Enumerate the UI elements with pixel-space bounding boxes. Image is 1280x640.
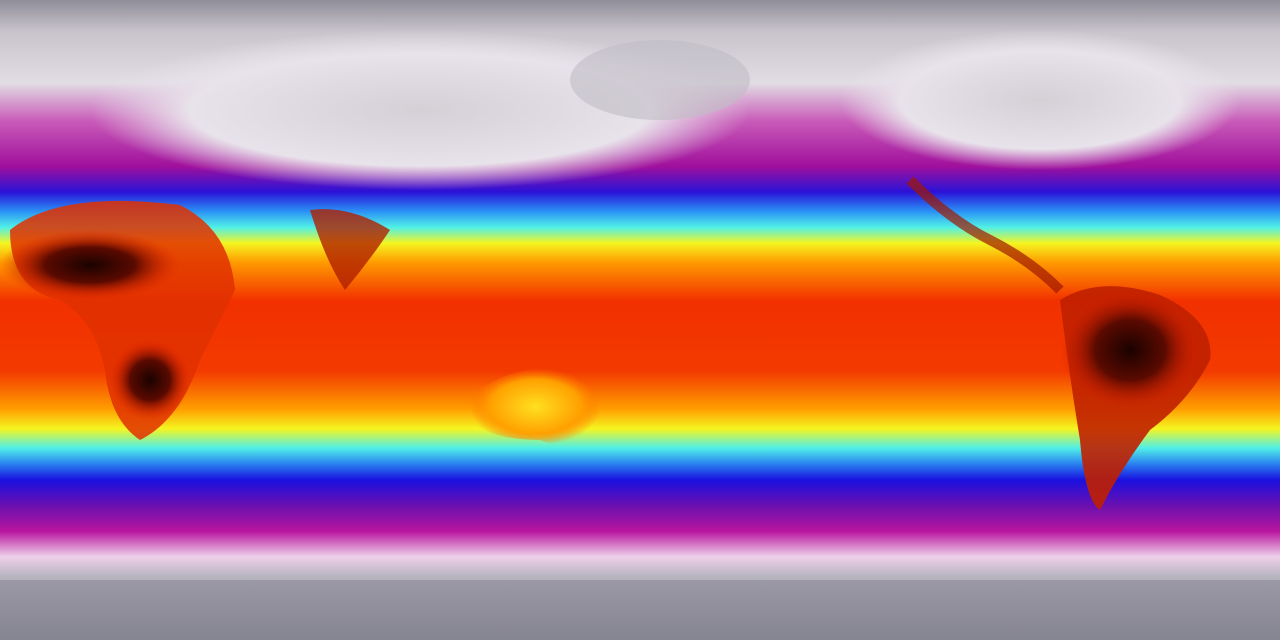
- north-america-landmass: [840, 30, 1240, 170]
- india-landmass: [310, 209, 390, 290]
- australia-landmass: [470, 367, 601, 446]
- central-africa-hot-region: [110, 340, 190, 420]
- siberia-cold-region: [570, 40, 750, 120]
- amazon-hot-region: [1060, 290, 1200, 410]
- sahara-hot-region: [0, 230, 180, 300]
- central-america-landmass: [906, 176, 1064, 294]
- antarctica-region: [0, 580, 1280, 640]
